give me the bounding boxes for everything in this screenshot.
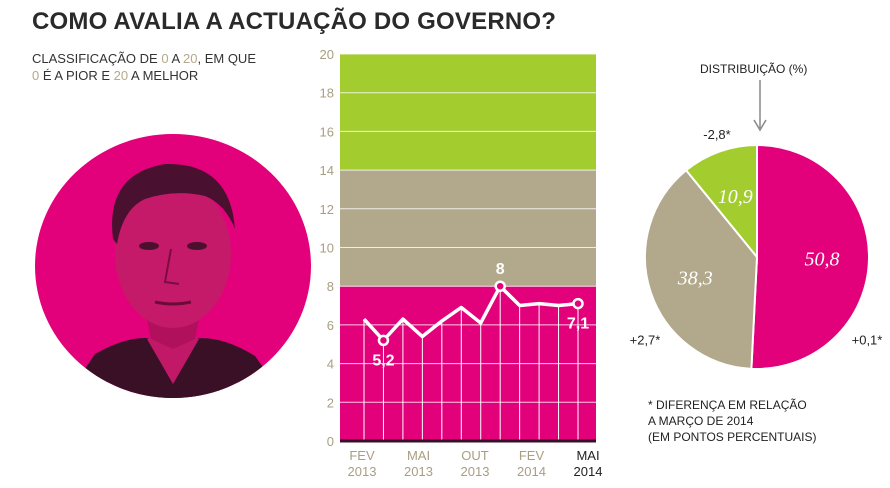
subtitle-text: A <box>168 51 184 66</box>
pie-title: DISTRIBUIÇÃO (%) <box>700 62 808 76</box>
pie-change-label: -2,8* <box>703 127 730 142</box>
data-label: 8 <box>496 261 505 278</box>
footnote-line: A MARÇO DE 2014 <box>648 414 754 428</box>
portrait-photo <box>35 134 311 398</box>
subtitle-text: É A PIOR E <box>39 68 114 83</box>
footnote-line: (EM PONTOS PERCENTUAIS) <box>648 430 817 444</box>
footnote: * DIFERENÇA EM RELAÇÃO A MARÇO DE 2014 (… <box>648 397 816 445</box>
pie-value-label: 10,9 <box>718 186 753 208</box>
y-tick-label: 8 <box>327 279 334 294</box>
portrait-shirt <box>147 332 199 384</box>
subtitle-min: 0 <box>161 51 169 66</box>
y-tick-label: 12 <box>320 202 334 217</box>
subtitle-min: 0 <box>32 68 40 83</box>
pie-value-label: 38,3 <box>677 267 713 289</box>
portrait-face <box>115 180 231 328</box>
y-axis-ticks: 0 2 4 6 8 10 12 14 16 18 20 <box>320 47 596 449</box>
pie-change-label: +2,7* <box>630 332 661 347</box>
y-tick-label: 0 <box>327 434 334 449</box>
x-tick-label: 2013 <box>461 464 490 479</box>
subtitle-text: , EM QUE <box>197 51 256 66</box>
chart-title: COMO AVALIA A ACTUAÇÃO DO GOVERNO? <box>32 8 557 35</box>
y-tick-label: 20 <box>320 47 334 62</box>
distribution-pie-chart: 50,8 38,3 10,9 +0,1* +2,7* -2,8* <box>630 80 883 370</box>
portrait-hair <box>112 163 235 244</box>
y-tick-label: 14 <box>320 163 334 178</box>
pie-change-label: +0,1* <box>852 332 883 347</box>
y-tick-label: 18 <box>320 86 334 101</box>
data-label: 7,1 <box>567 316 589 333</box>
series-line <box>362 284 579 343</box>
x-tick-label: 2014 <box>517 464 546 479</box>
pie-labels: 50,8 38,3 10,9 +0,1* +2,7* -2,8* <box>630 127 883 347</box>
pie-slices <box>644 143 870 370</box>
y-tick-label: 2 <box>327 395 334 410</box>
subtitle-text: CLASSIFICAÇÃO DE <box>32 51 162 66</box>
x-tick-label: FEV <box>519 448 545 463</box>
portrait-mouth <box>154 300 192 306</box>
portrait-nose <box>163 248 180 285</box>
pie-value-label: 50,8 <box>804 249 839 271</box>
portrait-eye-left <box>139 242 159 250</box>
data-point-marker <box>377 334 390 347</box>
y-tick-label: 4 <box>327 357 334 372</box>
pie-slice <box>684 143 758 260</box>
band <box>340 170 596 287</box>
x-tick-label: OUT <box>461 448 489 463</box>
data-point-marker <box>572 297 584 310</box>
x-tick-label: 2013 <box>404 464 433 479</box>
x-tick-label: 2013 <box>348 464 377 479</box>
pie-slice <box>750 143 870 370</box>
subtitle-text: A MELHOR <box>128 68 199 83</box>
x-tick-label: MAI <box>407 448 430 463</box>
band <box>340 54 596 171</box>
pie-slice <box>644 168 759 370</box>
subtitle-max: 20 <box>113 68 129 83</box>
pie-pointer-arrow-icon <box>753 80 767 132</box>
x-tick-label: 2014 <box>574 464 603 479</box>
data-point-marker <box>494 280 506 292</box>
y-tick-label: 6 <box>327 318 334 333</box>
x-tick-label: MAI <box>576 448 599 463</box>
portrait-eye-right <box>187 242 207 250</box>
arrow-head <box>753 119 767 132</box>
data-label: 5,2 <box>372 352 394 369</box>
subtitle-max: 20 <box>183 51 198 66</box>
chart-subtitle: CLASSIFICAÇÃO DE 0 A 20, EM QUE 0 É A PI… <box>32 50 282 84</box>
vertical-gridlines <box>363 286 579 441</box>
x-tick-label: FEV <box>349 448 375 463</box>
y-tick-label: 10 <box>320 241 334 256</box>
y-tick-label: 16 <box>320 124 334 139</box>
data-annotations: 5,2 8 7,1 <box>372 261 589 369</box>
rating-series <box>362 284 579 343</box>
footnote-line: * DIFERENÇA EM RELAÇÃO <box>648 398 807 412</box>
